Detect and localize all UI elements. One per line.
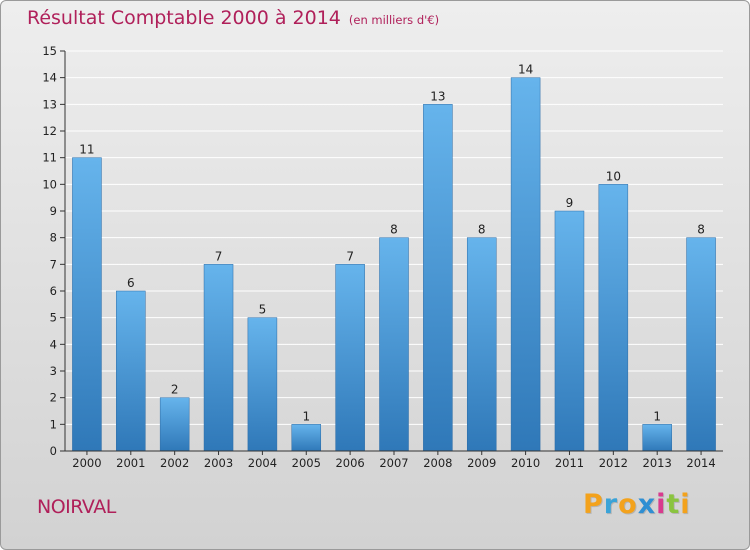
bar-value-label: 1 [302, 409, 310, 423]
bar-2009 [466, 237, 497, 452]
bar-2013 [642, 424, 672, 452]
bar-2001 [116, 290, 146, 452]
x-tick-label: 2000 [72, 456, 101, 470]
bar-value-label: 2 [171, 383, 179, 397]
y-tick-label: 6 [50, 284, 57, 298]
bar-value-label: 8 [697, 223, 705, 237]
bar-2003 [203, 264, 234, 452]
bar-value-label: 6 [127, 276, 135, 290]
bar-2000 [72, 157, 102, 452]
bar-2014 [686, 237, 716, 452]
bar-2002 [159, 397, 190, 452]
x-tick-label: 2008 [423, 456, 452, 470]
x-tick-label: 2010 [511, 456, 540, 470]
chart-title: Résultat Comptable 2000 à 2014 (en millie… [27, 7, 439, 29]
commune-name: NOIRVAL [37, 496, 116, 518]
bar-2011 [554, 210, 585, 452]
bar-value-label: 11 [79, 143, 94, 157]
bar-layer: 11 6 2 7 5 1 7 8 13 8 14 9 10 1 8 [72, 63, 716, 452]
y-tick-label: 5 [50, 311, 57, 325]
x-tick-label: 2004 [248, 456, 277, 470]
x-tick-label: 2013 [643, 456, 672, 470]
bar-value-label: 14 [518, 63, 533, 77]
y-tick-label: 9 [50, 204, 57, 218]
y-tick-label: 10 [42, 177, 57, 191]
x-tick-label: 2005 [292, 456, 321, 470]
y-tick-label: 13 [42, 97, 57, 111]
logo-letter: P [583, 489, 604, 520]
bar-value-label: 8 [390, 223, 398, 237]
proxiti-logo: Proxiti [583, 489, 691, 520]
x-tick-label: 2014 [686, 456, 715, 470]
y-tick-label: 15 [42, 44, 57, 58]
y-tick-label: 1 [50, 417, 57, 431]
logo-letter: x [637, 489, 657, 520]
chart-subtitle: (en milliers d'€) [348, 13, 440, 27]
y-tick-label: 3 [50, 364, 57, 378]
x-tick-label: 2002 [160, 456, 189, 470]
bar-value-label: 9 [566, 196, 574, 210]
bar-2005 [291, 424, 322, 452]
bar-value-label: 7 [215, 249, 223, 263]
logo-letter: t [666, 489, 681, 520]
bar-2007 [379, 237, 409, 452]
bar-2010 [510, 77, 541, 452]
bar-value-label: 13 [430, 89, 445, 103]
logo-letter: i [656, 489, 667, 520]
bar-value-label: 10 [606, 169, 621, 183]
chart-title-text: Résultat Comptable 2000 à 2014 [27, 7, 341, 29]
logo-letter: i [680, 489, 691, 520]
logo-letter: o [618, 489, 638, 520]
bar-2006 [335, 264, 365, 452]
x-tick-label: 2001 [116, 456, 145, 470]
y-tick-label: 0 [50, 444, 57, 458]
y-tick-label: 8 [50, 231, 57, 245]
bar-2004 [247, 317, 278, 452]
bar-value-label: 5 [259, 303, 267, 317]
x-tick-label: 2006 [335, 456, 364, 470]
bar-value-label: 7 [346, 249, 354, 263]
x-tick-label: 2009 [467, 456, 496, 470]
y-tick-label: 11 [42, 151, 57, 165]
logo-letter: r [603, 489, 619, 520]
x-tick-label: 2003 [204, 456, 233, 470]
y-tick-label: 4 [50, 337, 57, 351]
bar-value-label: 8 [478, 223, 486, 237]
x-tick-label: 2012 [599, 456, 628, 470]
y-tick-label: 7 [50, 257, 57, 271]
bar-2012 [598, 184, 629, 452]
y-tick-label: 2 [50, 391, 57, 405]
bar-2008 [423, 104, 453, 452]
x-tick-label: 2011 [555, 456, 584, 470]
bar-value-label: 1 [653, 409, 661, 423]
x-tick-label: 2007 [379, 456, 408, 470]
y-tick-label: 14 [42, 71, 57, 85]
y-tick-label: 12 [42, 124, 57, 138]
